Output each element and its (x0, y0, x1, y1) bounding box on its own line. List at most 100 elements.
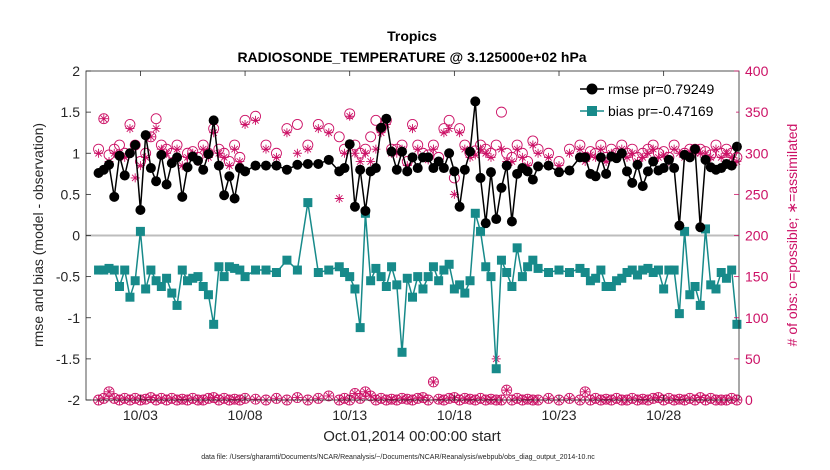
assimilated-marker (141, 152, 151, 162)
rmse-point (590, 171, 601, 182)
bias-point (564, 268, 574, 278)
assimilated-marker (162, 148, 172, 158)
rmse-point (642, 166, 653, 177)
bias-point (324, 265, 334, 275)
assimilated-marker (591, 152, 601, 162)
bias-point (622, 268, 632, 278)
rmse-point (663, 154, 674, 165)
y-axis-left-label: rmse and bias (model - observation) (30, 123, 46, 347)
rmse-point (381, 113, 392, 124)
chart-title: Tropics (387, 28, 437, 44)
rmse-point (543, 160, 554, 171)
data-file-footnote: data file: /Users/gharamti/Documents/NCA… (201, 454, 595, 461)
bias-point (643, 263, 653, 273)
rmse-point (595, 152, 606, 163)
assimilated-marker (596, 144, 606, 154)
rmse-point (109, 191, 120, 202)
bias-point (449, 284, 459, 294)
y-left-tick-label: -2 (68, 392, 81, 408)
assimilated-low-marker (434, 394, 444, 404)
y-left-tick-label: -1 (68, 310, 81, 326)
bias-point (292, 265, 302, 275)
rmse-point (182, 162, 193, 173)
bias-point (104, 263, 114, 273)
rmse-point (412, 163, 423, 174)
assimilated-low-marker (360, 387, 370, 397)
assimilated-marker (303, 144, 313, 154)
rmse-point (339, 163, 350, 174)
rmse-point (423, 152, 434, 163)
bias-point (99, 265, 109, 275)
assimilated-marker (198, 144, 208, 154)
bias-point (648, 268, 658, 278)
rmse-point (700, 154, 711, 165)
bias-point (219, 272, 229, 282)
bias-point (156, 281, 166, 291)
assimilated-marker (156, 144, 166, 154)
rmse-point (658, 163, 669, 174)
bias-point (601, 281, 611, 291)
rmse-point (501, 160, 512, 171)
bias-point (685, 290, 695, 300)
assimilated-marker (716, 152, 726, 162)
assimilated-marker (481, 148, 491, 158)
bias-point (496, 255, 506, 265)
y-axis-right: 0 50 100 150 200 250 300 350 400 (734, 63, 769, 408)
bias-point (350, 284, 360, 294)
rmse-point (156, 149, 167, 160)
assimilated-marker (444, 124, 454, 134)
legend-box (576, 80, 736, 124)
bias-point (533, 263, 543, 273)
assimilated-low-marker (188, 393, 198, 403)
assimilated-low-marker (387, 394, 397, 404)
rmse-point (198, 164, 209, 175)
assimilated-marker (125, 124, 135, 134)
rmse-point (402, 166, 413, 177)
rmse-point (637, 181, 648, 192)
y-right-tick-label: 0 (745, 392, 753, 408)
possible-low-marker (427, 376, 439, 388)
assimilated-marker (345, 111, 355, 121)
bias-point (523, 262, 533, 272)
possible-marker (370, 114, 382, 126)
assimilated-low-marker (486, 394, 496, 404)
y-left-tick-label: -1.5 (56, 351, 80, 367)
bias-point (434, 276, 444, 286)
assimilated-low-marker (355, 393, 365, 403)
rmse-point (370, 163, 381, 174)
bias-point (418, 284, 428, 294)
y-left-tick-label: 0.5 (61, 186, 81, 202)
rmse-point (119, 170, 130, 181)
y-left-tick-label: 1.5 (61, 104, 81, 120)
assimilated-low-marker (156, 393, 166, 403)
bias-point (94, 265, 104, 275)
bias-point (130, 276, 140, 286)
assimilated-marker (721, 148, 731, 158)
x-tick-label: 10/13 (332, 407, 367, 423)
rmse-point (281, 164, 292, 175)
rmse-point (219, 190, 230, 201)
bias-point (381, 281, 391, 291)
bias-point (596, 265, 606, 275)
bias-point (355, 323, 365, 333)
rmse-point (302, 158, 313, 169)
bias-point (512, 243, 522, 253)
assimilated-low-marker (465, 394, 475, 404)
bias-point (230, 263, 240, 273)
bias-point (183, 276, 193, 286)
assimilated-low-marker (99, 393, 109, 403)
rmse-point (407, 152, 418, 163)
bias-point (240, 272, 250, 282)
x-tick-label: 10/18 (437, 407, 472, 423)
assimilated-marker (575, 144, 585, 154)
x-tick-label: 10/23 (541, 407, 576, 423)
bias-point (701, 224, 711, 234)
rmse-point (554, 167, 565, 178)
assimilated-low-marker (324, 391, 334, 401)
bias-point (402, 273, 412, 283)
assimilated-low-marker (203, 393, 213, 403)
assimilated-marker (324, 128, 334, 138)
assimilated-marker (622, 152, 632, 162)
assimilated-marker (282, 128, 292, 138)
rmse-point (459, 164, 470, 175)
